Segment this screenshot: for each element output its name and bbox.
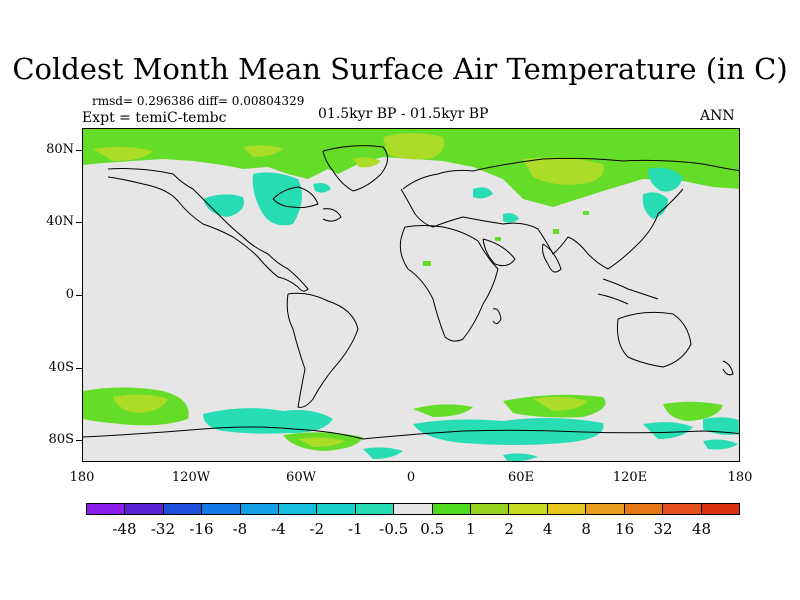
colorbar-label: 1 (465, 520, 476, 538)
lon-label-60w: 60W (286, 470, 316, 485)
anomaly-patches (83, 129, 739, 461)
period-label: 01.5kyr BP - 01.5kyr BP (318, 106, 489, 122)
lon-label-120e: 120E (612, 470, 648, 485)
coastlines (83, 145, 739, 440)
lat-tick (76, 368, 82, 369)
colorbar-label: -2 (309, 520, 325, 538)
colorbar-swatch (509, 504, 548, 514)
colorbar-label: 0.5 (420, 520, 445, 538)
lat-tick (76, 150, 82, 151)
colorbar-swatch (125, 504, 164, 514)
colorbar-swatch (663, 504, 702, 514)
colorbar-label: 48 (691, 520, 712, 538)
colorbar-label: 32 (653, 520, 673, 538)
colorbar-swatch (202, 504, 241, 514)
colorbar-label: 16 (615, 520, 635, 538)
colorbar-label: -32 (150, 520, 176, 538)
lat-tick (76, 295, 82, 296)
lon-label-60e: 60E (507, 470, 535, 485)
colorbar-label: -8 (232, 520, 248, 538)
colorbar-swatch (87, 504, 126, 514)
colorbar-label: 4 (542, 520, 553, 538)
lat-label-80n: 80N (46, 142, 74, 157)
colorbar (86, 503, 740, 515)
lat-tick (76, 440, 82, 441)
lat-label-40n: 40N (46, 214, 74, 229)
lat-tick (76, 222, 82, 223)
colorbar-swatch (701, 504, 739, 514)
plot-title: Coldest Month Mean Surface Air Temperatu… (12, 52, 788, 86)
colorbar-swatch (471, 504, 510, 514)
season-label: ANN (700, 108, 735, 124)
colorbar-swatch (624, 504, 664, 514)
colorbar-label: 2 (504, 520, 514, 538)
colorbar-swatch (586, 504, 625, 514)
colorbar-label: -1 (347, 520, 363, 538)
colorbar-label: -48 (112, 520, 137, 538)
colorbar-swatch (317, 504, 356, 514)
lat-label-80s: 80S (48, 432, 74, 447)
colorbar-swatch (279, 504, 318, 514)
colorbar-label: -0.5 (379, 520, 409, 538)
colorbar-swatch (547, 504, 587, 514)
lat-label-0: 0 (65, 287, 74, 302)
colorbar-label: -4 (271, 520, 286, 538)
lon-label-180e: 180 (727, 470, 753, 485)
colorbar-swatch (355, 504, 395, 514)
lon-label-180w: 180 (69, 470, 95, 485)
colorbar-swatch (394, 504, 433, 514)
colorbar-swatch (240, 504, 280, 514)
colorbar-swatch (163, 504, 203, 514)
lon-label-120w: 120W (171, 470, 211, 485)
world-map (82, 128, 740, 462)
lat-label-40s: 40S (48, 360, 74, 375)
lon-label-0: 0 (406, 470, 416, 485)
stats-line: rmsd= 0.296386 diff= 0.00804329 (92, 94, 305, 108)
map-canvas (83, 129, 739, 461)
experiment-label: Expt = temiC-tembc (82, 110, 227, 126)
colorbar-swatch (432, 504, 472, 514)
colorbar-label: 8 (581, 520, 591, 538)
colorbar-label: -16 (189, 520, 214, 538)
